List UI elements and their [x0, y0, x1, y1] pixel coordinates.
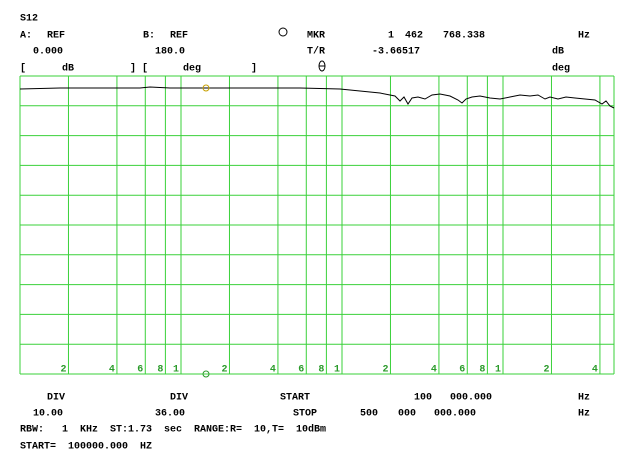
grid-label: 4 — [431, 365, 437, 376]
footer-text: 10.00 — [33, 409, 63, 420]
start-line: START= 100000.000 HZ — [20, 442, 152, 453]
footer-text: STOP — [293, 409, 317, 420]
footer-text: 000.000 — [434, 409, 476, 420]
footer-text: 36.00 — [155, 409, 185, 420]
footer-text: 000 — [398, 409, 416, 420]
grid-label: 2 — [382, 365, 388, 376]
header-text: ] — [130, 63, 136, 75]
grid-label: 6 — [298, 365, 304, 376]
footer-text: DIV — [47, 393, 65, 404]
grid-label: 4 — [592, 365, 598, 376]
header-text: deg — [552, 63, 570, 75]
footer-text: START — [280, 393, 310, 404]
header-text: A: — [20, 31, 32, 42]
header-text: B: — [143, 31, 155, 42]
grid-label: 2 — [221, 365, 227, 376]
header-text: 1 — [388, 31, 394, 42]
grid-label: 4 — [109, 365, 115, 376]
grid-label: 6 — [137, 365, 143, 376]
marker — [202, 84, 210, 92]
grid-label: 8 — [318, 365, 324, 376]
header-text: dB — [62, 63, 74, 75]
grid-label: 4 — [270, 365, 276, 376]
grid-label: 1 — [173, 365, 179, 376]
header-text: 768.338 — [443, 31, 485, 42]
header-text: 462 — [405, 31, 423, 42]
header-text: deg — [183, 63, 201, 75]
header-text: -3.66517 — [372, 47, 420, 58]
header-text: T/R — [307, 46, 325, 58]
footer-text: Hz — [578, 409, 590, 420]
header-text: MKR — [307, 31, 325, 42]
grid — [19, 75, 615, 375]
rbw-line: RBW: 1 KHz ST:1.73 sec RANGE:R= 10,T= 10… — [20, 424, 326, 436]
footer-text: Hz — [578, 393, 590, 404]
header-text: [ — [142, 63, 148, 75]
marker-foot — [202, 370, 210, 378]
header-text: [ — [20, 63, 26, 75]
header-text: Hz — [578, 31, 590, 42]
footer-text: 000.000 — [450, 393, 492, 404]
grid-label: 6 — [459, 365, 465, 376]
grid-label: 2 — [60, 365, 66, 376]
footer-text: 100 — [414, 393, 432, 404]
footer-text: DIV — [170, 393, 188, 404]
grid-label: 1 — [334, 365, 340, 376]
header-text: REF — [170, 31, 188, 42]
marker-symbol — [278, 27, 288, 37]
header-text: ] — [251, 63, 257, 75]
header-text: dB — [552, 46, 564, 58]
grid-label: 2 — [543, 365, 549, 376]
header-text: 0.000 — [33, 47, 63, 58]
header-text: REF — [47, 31, 65, 42]
title: S12 — [20, 14, 38, 25]
grid-label: 8 — [157, 365, 163, 376]
grid-label: 1 — [495, 365, 501, 376]
header-text: 180.0 — [155, 47, 185, 58]
footer-text: 500 — [360, 409, 378, 420]
grid-label: 8 — [479, 365, 485, 376]
trace — [19, 86, 615, 109]
